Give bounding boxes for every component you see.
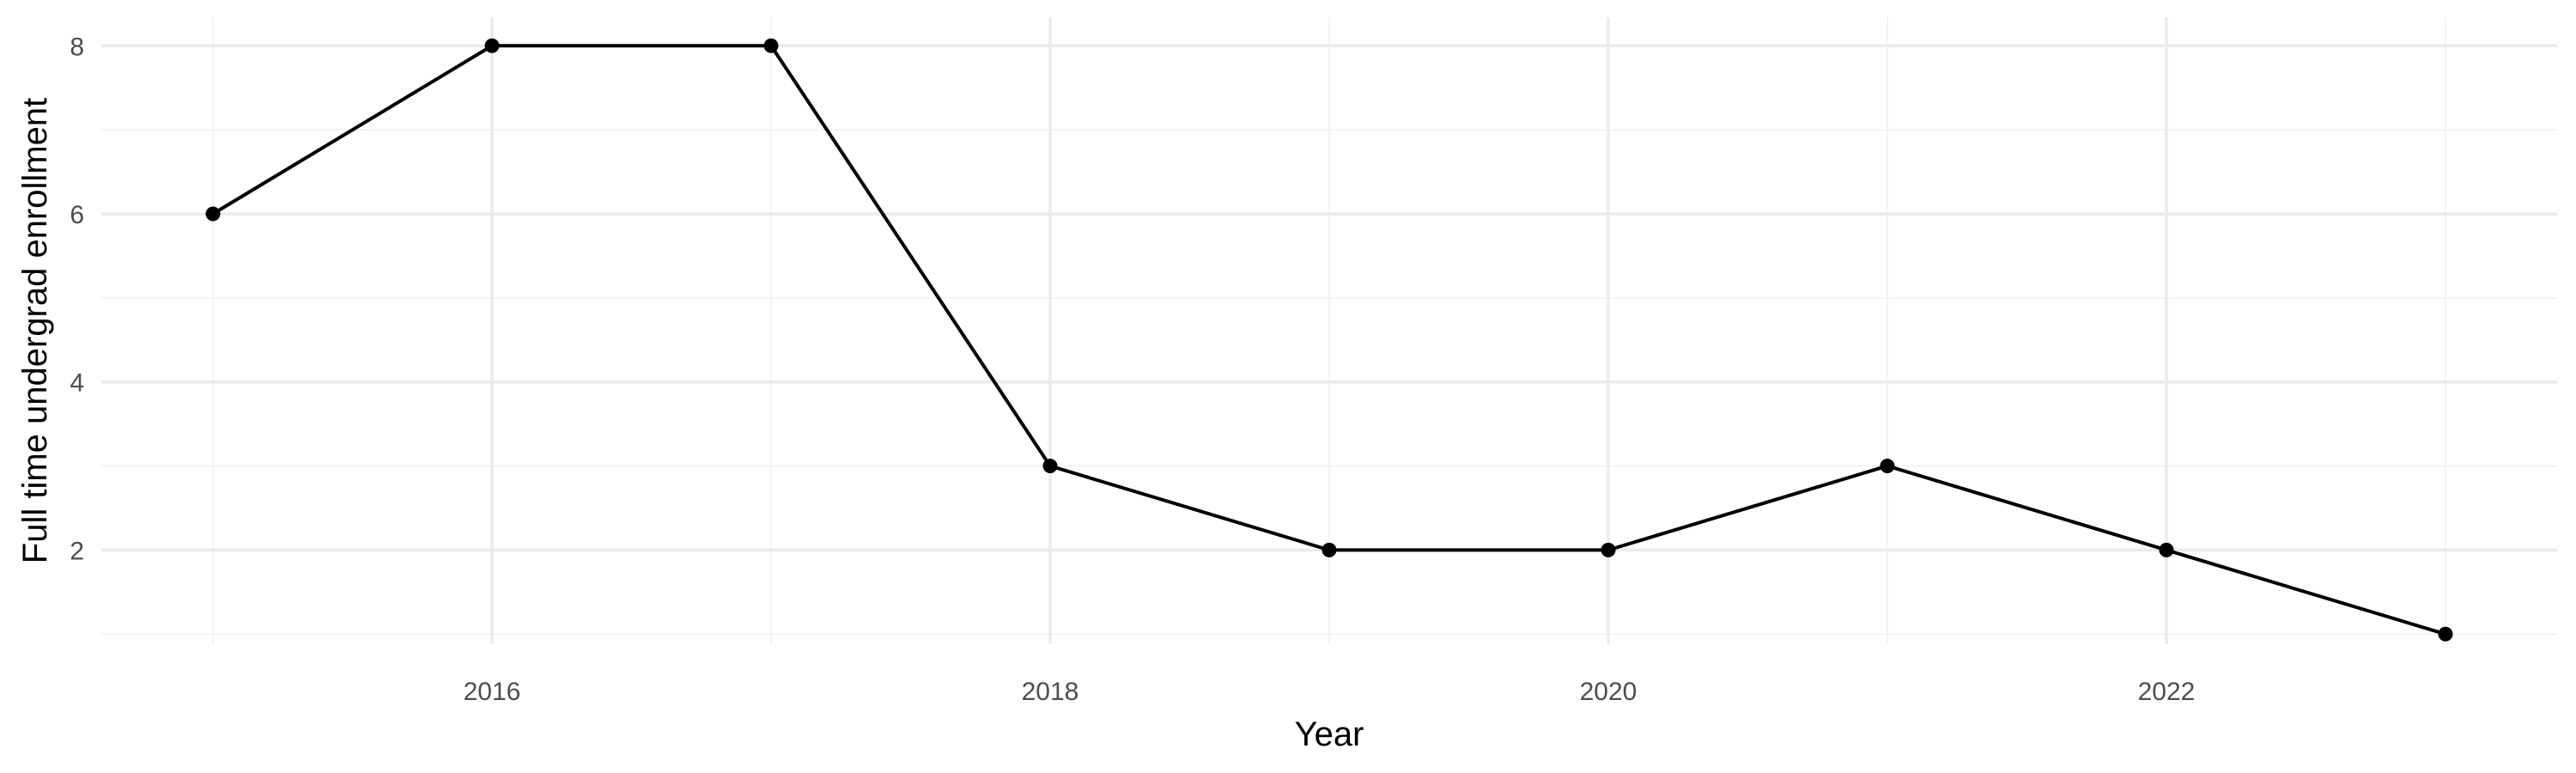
data-point xyxy=(484,38,500,53)
x-tick-label: 2016 xyxy=(464,678,521,706)
y-axis-ticks: 2 4 6 8 xyxy=(70,33,84,565)
x-axis-title: Year xyxy=(1295,715,1364,753)
x-tick-label: 2018 xyxy=(1022,678,1079,706)
data-point xyxy=(2438,626,2453,642)
data-point xyxy=(763,38,779,53)
data-point xyxy=(1880,459,1895,474)
y-tick-label: 6 xyxy=(70,201,84,229)
y-tick-label: 4 xyxy=(70,369,84,398)
data-point xyxy=(205,206,221,222)
data-point xyxy=(1321,542,1337,557)
data-point xyxy=(2159,542,2174,557)
y-tick-label: 2 xyxy=(70,537,84,565)
y-tick-label: 8 xyxy=(70,33,84,61)
series-group xyxy=(205,38,2453,642)
y-axis-title: Full time undergrad enrollment xyxy=(16,98,54,563)
x-tick-label: 2020 xyxy=(1580,678,1637,706)
x-tick-label: 2022 xyxy=(2138,678,2196,706)
data-point xyxy=(1042,459,1058,474)
x-axis-ticks: 2016 2018 2020 2022 xyxy=(464,678,2196,706)
data-point xyxy=(1601,542,1616,557)
